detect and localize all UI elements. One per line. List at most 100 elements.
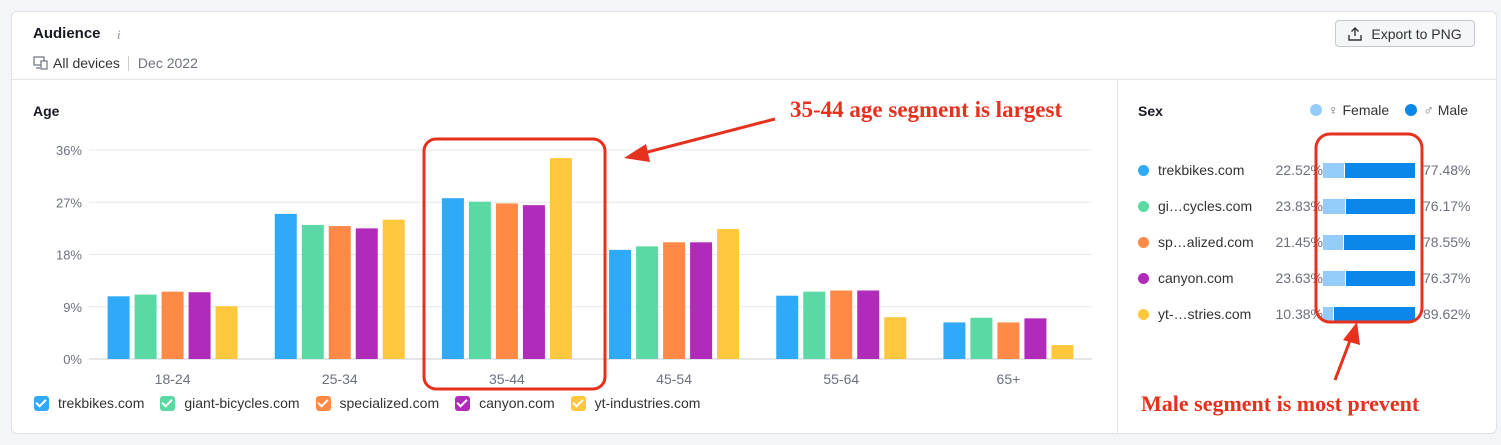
bar-giant-bicycles-com-35-44 [468,201,491,359]
bar-yt-industries-com-18-24 [215,306,238,359]
x-tick-label: 45-54 [656,371,692,387]
bar-specialized-com-65plus [997,322,1020,359]
age-legend: trekbikes.com giant-bicycles.com specializ… [34,395,716,411]
male-bar [1344,199,1415,214]
bar-specialized-com-55-64 [830,290,853,359]
male-percent: 77.48% [1423,162,1471,178]
legend-checkbox[interactable] [315,395,331,411]
bar-yt-industries-com-65plus [1051,345,1074,359]
domain-dot [1138,237,1149,248]
female-bar [1323,307,1333,322]
bar-trekbikes-com-45-54 [609,249,632,359]
legend-item[interactable]: canyon.com [455,395,555,411]
female-bar [1323,163,1344,178]
domain-dot [1138,309,1149,320]
male-percent: 78.55% [1423,234,1471,250]
bar-yt-industries-com-25-34 [382,219,405,359]
sex-legend: ♀ Female ♂ Male [1310,102,1468,118]
x-tick-label: 18-24 [155,371,191,387]
device-filter: All devices [53,55,120,71]
y-tick-label: 9% [63,300,82,315]
domain-name: sp…alized.com [1158,234,1254,250]
domain-dot [1138,165,1149,176]
bar-canyon-com-65plus [1024,318,1047,359]
age-annotation: 35-44 age segment is largest [790,97,1063,122]
male-percent: 76.37% [1423,270,1471,286]
legend-item[interactable]: trekbikes.com [34,395,144,411]
sex-split-bar [1323,235,1415,250]
export-icon [1348,26,1363,41]
sex-split-bar [1323,199,1415,214]
sex-row: canyon.com 23.63% 76.37% [1138,269,1488,289]
bar-canyon-com-35-44 [522,205,545,359]
legend-label: canyon.com [479,395,555,411]
bar-trekbikes-com-65plus [943,322,966,359]
male-bar [1344,271,1415,286]
export-png-button[interactable]: Export to PNG [1335,20,1475,47]
female-percent: 23.83% [1275,198,1323,214]
separator [127,55,129,71]
date-filter: Dec 2022 [137,55,198,71]
bar-canyon-com-18-24 [188,292,211,359]
male-bar [1332,307,1415,322]
bar-giant-bicycles-com-45-54 [636,246,659,359]
male-bar [1343,163,1415,178]
male-bar [1342,235,1415,250]
legend-item[interactable]: yt-industries.com [570,395,701,411]
female-percent: 10.38% [1275,306,1323,322]
domain-name: yt-…stries.com [1158,306,1252,322]
bar-trekbikes-com-55-64 [776,295,799,359]
male-legend-dot [1405,104,1418,116]
filter-summary: All devices Dec 2022 [33,55,198,71]
devices-icon [33,56,48,70]
female-percent: 22.52% [1275,162,1323,178]
domain-name: gi…cycles.com [1158,198,1253,214]
domain-name: canyon.com [1158,270,1234,286]
legend-checkbox[interactable] [455,395,471,411]
sex-split-bar [1323,163,1415,178]
female-bar [1323,199,1345,214]
y-tick-label: 36% [56,143,82,158]
sex-row: sp…alized.com 21.45% 78.55% [1138,233,1488,253]
legend-label: yt-industries.com [594,395,701,411]
sex-annotation: Male segment is most prevent [1141,391,1420,416]
bar-canyon-com-45-54 [690,242,713,359]
bar-yt-industries-com-55-64 [884,317,907,359]
female-bar [1323,235,1343,250]
legend-label: giant-bicycles.com [184,395,300,411]
bar-trekbikes-com-35-44 [441,198,464,359]
y-tick-label: 27% [56,195,82,210]
legend-item[interactable]: specialized.com [315,395,440,411]
x-tick-label: 65+ [997,371,1021,387]
panel-divider [1117,80,1118,433]
sex-row: gi…cycles.com 23.83% 76.17% [1138,197,1488,217]
male-percent: 76.17% [1423,198,1471,214]
legend-item[interactable]: giant-bicycles.com [160,395,300,411]
card-header: Audience i All devices Dec 2022 Export t… [12,12,1496,80]
bar-trekbikes-com-25-34 [274,213,297,359]
bar-giant-bicycles-com-18-24 [134,294,157,359]
legend-label: specialized.com [339,395,440,411]
female-bar [1323,271,1345,286]
legend-checkbox[interactable] [570,395,586,411]
bar-specialized-com-18-24 [161,291,184,359]
bar-specialized-com-25-34 [328,226,351,359]
domain-dot [1138,201,1149,212]
legend-checkbox[interactable] [34,395,49,411]
bar-giant-bicycles-com-65plus [970,317,993,359]
y-tick-label: 18% [56,248,82,263]
bar-yt-industries-com-45-54 [717,228,740,359]
age-title: Age [33,103,60,119]
sex-row: yt-…stries.com 10.38% 89.62% [1138,305,1488,325]
x-tick-label: 55-64 [823,371,859,387]
female-legend-label: Female [1342,102,1390,118]
info-icon[interactable]: i [117,27,121,42]
sex-split-bar [1323,307,1415,322]
sex-title: Sex [1138,103,1163,119]
bar-giant-bicycles-com-25-34 [301,224,324,359]
bar-specialized-com-35-44 [495,203,518,359]
legend-checkbox[interactable] [160,395,176,411]
sex-split-bar [1323,271,1415,286]
bar-specialized-com-45-54 [663,242,686,359]
bar-canyon-com-55-64 [857,290,880,359]
